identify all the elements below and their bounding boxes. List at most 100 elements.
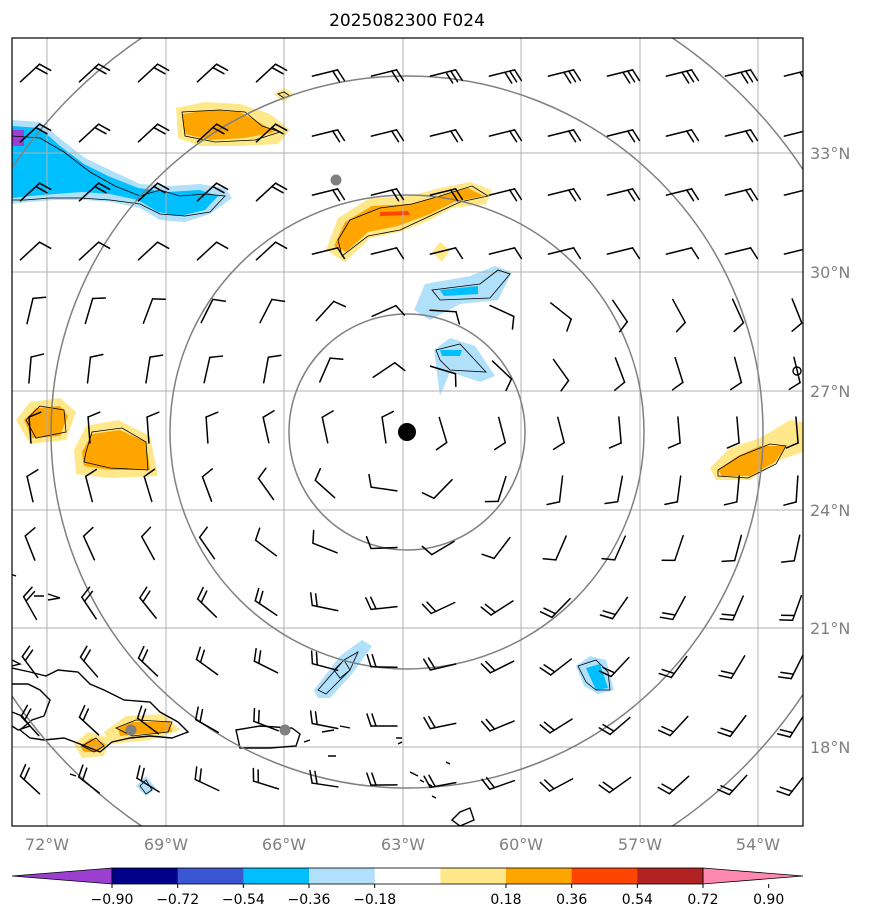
wind-barb	[717, 714, 747, 738]
wind-barb	[19, 763, 41, 795]
contour-negative-mid	[440, 286, 478, 296]
contour-negative-mid	[586, 664, 608, 690]
wind-barb	[671, 356, 684, 391]
contour-positive-mid	[82, 430, 150, 470]
wind-barb	[665, 188, 700, 202]
range-ring-1	[288, 313, 526, 551]
contour-negative-light	[314, 640, 372, 698]
coastline-islet	[69, 773, 77, 777]
wind-barb	[665, 247, 700, 260]
wind-barb	[539, 597, 571, 619]
wind-barb	[488, 129, 523, 143]
lon-label: 72°W	[25, 835, 69, 854]
wind-barb	[601, 535, 627, 561]
wind-barb	[319, 357, 344, 383]
wind-barb	[611, 299, 629, 333]
wind-barb	[87, 411, 101, 444]
wind-barb	[664, 475, 682, 506]
wind-barb	[783, 130, 803, 137]
colorbar-segment	[506, 868, 573, 884]
contour-positive-mid	[718, 446, 786, 476]
wind-barb	[196, 586, 218, 618]
wind-barb	[81, 586, 97, 620]
wind-barb	[672, 298, 686, 333]
wind-barb	[657, 775, 690, 795]
wind-barb	[28, 411, 42, 444]
wind-barb	[194, 766, 220, 792]
wind-barb	[547, 247, 582, 260]
wind-barb	[311, 247, 346, 260]
wind-barb	[198, 526, 216, 560]
wind-barb	[255, 123, 288, 143]
wind-barb	[259, 298, 286, 324]
wind-barb	[777, 654, 803, 680]
wind-barb	[429, 247, 464, 260]
wind-barb	[142, 298, 166, 324]
wind-barb	[78, 182, 111, 202]
wind-barb	[429, 309, 461, 325]
gray-dot	[125, 724, 137, 736]
wind-barb	[253, 707, 279, 732]
colorbar-tick-label: −0.18	[353, 892, 396, 908]
wind-barb	[480, 660, 515, 674]
wind-barb	[200, 298, 227, 324]
wind-barb	[370, 129, 405, 143]
wind-barb	[783, 475, 799, 506]
lon-label: 57°W	[618, 835, 662, 854]
colorbar-ticks: −0.90 −0.72 −0.54 −0.36 −0.18 0.18 0.36 0.54 0.7…	[91, 884, 784, 908]
wind-barb	[78, 123, 111, 143]
colorbar-segments	[11, 867, 804, 885]
wind-barb	[78, 241, 111, 261]
wind-barb	[480, 600, 514, 616]
wind-barb	[143, 468, 156, 503]
wind-barb	[481, 776, 515, 791]
wind-barb	[488, 247, 523, 260]
coastline-cuba-fragment	[12, 659, 23, 667]
colorbar-segment	[112, 868, 179, 884]
wind-barb	[78, 63, 111, 83]
wind-barb	[423, 715, 457, 730]
wind-barb	[614, 357, 626, 391]
wind-barb	[78, 704, 100, 736]
wind-barb	[491, 360, 513, 392]
wind-barb	[79, 645, 99, 678]
coastline-islet	[303, 725, 351, 757]
wind-barb	[370, 188, 405, 202]
wind-barb	[137, 241, 170, 261]
wind-barb	[493, 416, 507, 451]
wind-barb	[262, 354, 282, 384]
wind-barb	[542, 535, 567, 561]
colorbar-tick-label: 0.72	[687, 892, 718, 908]
wind-barb	[659, 595, 686, 621]
latitude-labels: 33°N 30°N 27°N 24°N 21°N 18°N	[810, 144, 850, 757]
wind-barb	[252, 767, 280, 790]
colorbar-tick-label: 0.54	[622, 892, 653, 908]
wind-barb	[421, 540, 455, 556]
gray-dot	[279, 724, 291, 736]
colorbar-tick-label: 0.90	[753, 892, 784, 908]
coastline-islet	[396, 737, 451, 799]
wind-barb	[488, 188, 523, 202]
wind-barb	[552, 358, 570, 392]
colorbar-tick-label: −0.36	[288, 892, 331, 908]
colorbar-tick-label: 0.36	[556, 892, 587, 908]
wind-barb	[314, 467, 336, 499]
wind-barb	[606, 69, 641, 84]
wind-barb	[312, 529, 338, 554]
colorbar-extend-low	[11, 867, 113, 885]
wind-barb	[429, 129, 464, 143]
wind-barb	[321, 410, 334, 444]
wind-barb	[19, 241, 52, 261]
wind-barb	[599, 596, 629, 620]
wind-barb	[731, 298, 745, 333]
wind-barb	[606, 247, 641, 260]
wind-barb	[718, 655, 746, 679]
lon-label: 60°W	[499, 835, 543, 854]
colorbar-frame	[111, 867, 704, 885]
wind-barb	[429, 365, 457, 388]
wind-barb	[730, 356, 743, 391]
colorbar-segment	[177, 868, 244, 884]
wind-barb	[196, 182, 229, 202]
